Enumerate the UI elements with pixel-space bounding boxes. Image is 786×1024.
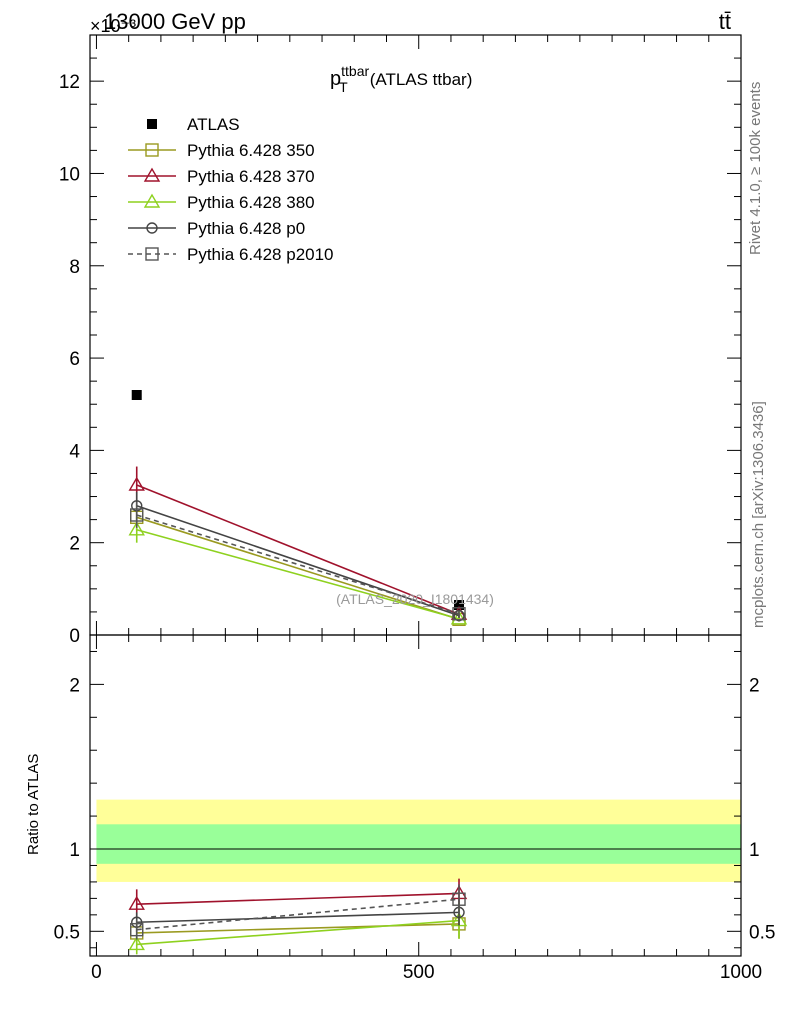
ratio-point (452, 892, 466, 906)
data-point (453, 609, 465, 622)
ratio-y-tick-label: 2 (69, 675, 80, 696)
legend-entry: Pythia 6.428 p2010 (128, 245, 334, 264)
ratio-line (136, 892, 460, 905)
x-tick-label: 1000 (720, 962, 762, 983)
main-series-group (128, 390, 468, 627)
legend-label: ATLAS (187, 115, 240, 134)
data-point (454, 600, 465, 610)
legend-marker (145, 143, 159, 157)
series-pythia-6-428-p2010 (130, 502, 466, 621)
legend-marker (146, 222, 158, 234)
legend-entry: Pythia 6.428 p0 (128, 219, 305, 238)
y-tick-label: 10 (59, 164, 80, 185)
y-tick-label: 8 (69, 257, 80, 278)
header-process: tt̄ (719, 9, 731, 34)
data-point (450, 610, 468, 625)
header-energy: 13000 GeV pp (104, 9, 246, 34)
ratio-y-tick-label: 1 (69, 840, 80, 861)
ratio-point (450, 912, 468, 927)
analysis-watermark: (ATLAS_2020_I1801434) (336, 591, 494, 607)
legend-label: Pythia 6.428 p2010 (187, 245, 334, 264)
y-tick-label: 0 (69, 626, 80, 647)
rivet-label: Rivet 4.1.0, ≥ 100k events (747, 82, 764, 255)
data-point (128, 521, 145, 536)
legend-label: Pythia 6.428 p0 (187, 219, 305, 238)
ratio-line (136, 923, 460, 934)
y-tick-label: 12 (59, 72, 80, 93)
legend-label: Pythia 6.428 370 (187, 167, 315, 186)
legend-marker (143, 167, 161, 182)
ratio-y-tick-label-right: 1 (749, 840, 760, 861)
plot-title: pttbar T (ATLAS ttbar) (330, 63, 472, 95)
x-tick-label: 0 (91, 962, 102, 983)
legend-marker (145, 247, 159, 261)
legend-entry: Pythia 6.428 380 (128, 193, 315, 212)
ratio-pythia-6-428-p0 (131, 899, 465, 933)
ratio-point (128, 895, 145, 910)
legend-label: Pythia 6.428 380 (187, 193, 315, 212)
series-pythia-6-428-380 (128, 516, 468, 625)
x-tick-label: 500 (403, 962, 435, 983)
title-rest: (ATLAS ttbar) (370, 70, 473, 89)
legend-marker (147, 119, 157, 129)
series-line (136, 514, 460, 615)
data-point (130, 508, 144, 522)
series-atlas (131, 390, 465, 610)
ratio-ylabel: Ratio to ATLAS (25, 754, 42, 855)
data-point (128, 476, 145, 491)
title-sup: ttbar (341, 63, 369, 79)
ratio-point (128, 936, 145, 951)
stat-uncertainty-band (96, 824, 741, 864)
ratio-line (136, 911, 460, 924)
y-exponent: ×10⁻³ (90, 16, 136, 36)
legend-entry: Pythia 6.428 370 (128, 167, 315, 186)
legend: ATLAS Pythia 6.428 350 Pythia 6.428 370 Pyt… (128, 115, 334, 264)
ratio-y-tick-label: 0.5 (54, 922, 80, 943)
ratio-pythia-6-428-p2010 (130, 884, 466, 940)
title-sub: T (339, 79, 348, 95)
legend-marker (143, 193, 161, 208)
data-point (131, 390, 142, 400)
ratio-y-tick-label-right: 0.5 (749, 922, 775, 943)
data-point (452, 607, 466, 621)
legend-label: Pythia 6.428 350 (187, 141, 315, 160)
ratio-y-tick-label-right: 2 (749, 675, 760, 696)
series-line (136, 516, 460, 621)
series-line (136, 528, 460, 620)
legend-entry: Pythia 6.428 350 (128, 141, 315, 160)
y-tick-label: 6 (69, 349, 80, 370)
title-p: p (330, 68, 341, 90)
ratio-point (130, 922, 144, 937)
ratio-bands (90, 799, 741, 882)
ratio-plot-frame (89, 634, 742, 957)
ratio-series-group (128, 878, 468, 955)
series-line (136, 484, 460, 615)
y-tick-label: 2 (69, 534, 80, 555)
y-tick-label: 4 (69, 441, 80, 462)
mcplots-label: mcplots.cern.ch [arXiv:1306.3436] (750, 401, 767, 628)
legend-entry: ATLAS (147, 115, 240, 134)
ratio-line (136, 919, 460, 946)
